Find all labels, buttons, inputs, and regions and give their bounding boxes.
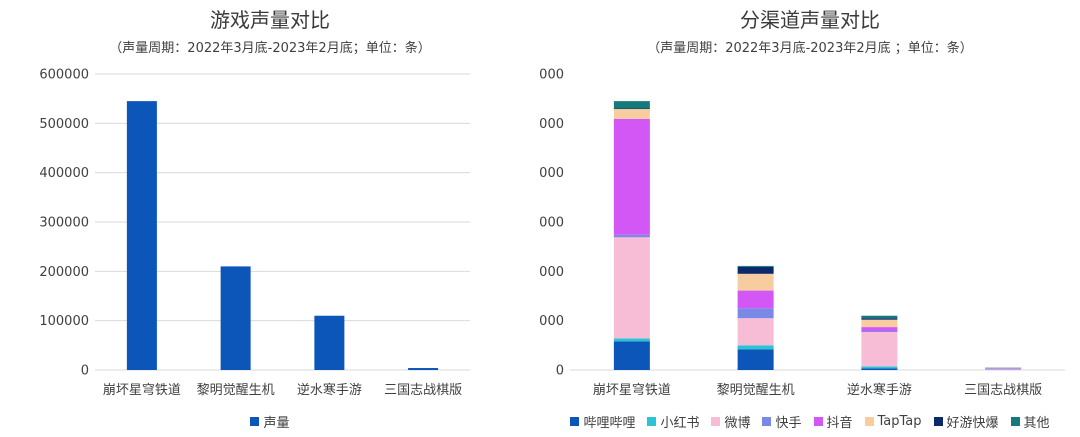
- legend-label: 其他: [1023, 416, 1050, 431]
- legend-label: 好游快爆: [946, 416, 999, 431]
- x-tick-label: 黎明觉醒生机: [197, 383, 275, 398]
- x-tick-label: 崩坏星穹铁道: [103, 382, 181, 398]
- y-tick-label: 400000: [540, 166, 564, 181]
- bar-douyin: [861, 327, 898, 332]
- legend-item-weibo: 微博: [711, 412, 750, 431]
- y-tick-label: 500000: [540, 117, 564, 132]
- legend-swatch: [647, 417, 657, 426]
- legend-swatch: [711, 417, 721, 426]
- bar-xiaohongshu: [861, 366, 898, 369]
- legend-swatch: [933, 417, 943, 426]
- bar-volume: [126, 101, 157, 370]
- legend: 哔哩哔哩 小红书 微博 快手 抖音 TapTap 好游快爆 其他: [540, 412, 1080, 431]
- bar-kuaishou: [737, 308, 774, 319]
- bar-taptap: [861, 319, 898, 328]
- legend-item-douyin: 抖音: [813, 412, 853, 431]
- game-volume-chart: 0 100000 200000 300000 400000 500000 600000 崩坏星…: [39, 68, 470, 398]
- legend-label: 声量: [263, 416, 290, 431]
- y-tick-label: 200000: [39, 265, 89, 280]
- bar-weibo: [613, 237, 650, 339]
- legend-label: 快手: [775, 416, 802, 431]
- bar-kuaishou: [861, 331, 898, 333]
- bar-volume: [408, 368, 439, 370]
- y-tick-label: 200000: [540, 265, 564, 280]
- legend: 声量: [0, 412, 540, 431]
- bar-weibo: [737, 318, 774, 346]
- y-tick-label: 500000: [39, 117, 89, 132]
- legend-item-kuaishou: 快手: [762, 412, 802, 431]
- bar-other: [737, 265, 774, 267]
- legend-item-haoyou: 好游快爆: [933, 412, 999, 431]
- x-tick-label: 三国志战棋版: [964, 383, 1042, 398]
- y-tick-label: 100000: [540, 314, 564, 329]
- x-tick-label: 逆水寒手游: [847, 382, 912, 398]
- chart-title: 游戏声量对比: [210, 8, 330, 32]
- bar-douyin: [613, 118, 650, 235]
- legend-label: 抖音: [826, 416, 853, 431]
- y-tick-label: 0: [81, 364, 89, 379]
- channel-volume-chart-panel: 分渠道声量对比 （声量周期：2022年3月底-2023年2月底 ；单位：条） 0…: [540, 0, 1080, 437]
- bar-xiaohongshu: [613, 338, 650, 342]
- legend-swatch: [1010, 417, 1020, 426]
- legend-label: 哔哩哔哩: [583, 416, 636, 431]
- bar-douyin: [737, 290, 774, 309]
- bar-hatena: [613, 341, 650, 370]
- chart-title: 分渠道声量对比: [740, 8, 880, 32]
- legend-swatch: [762, 417, 772, 426]
- legend-swatch: [864, 417, 874, 426]
- y-tick-label: 600000: [540, 68, 564, 83]
- bar-kuaishou: [613, 234, 650, 238]
- y-tick-label: 300000: [39, 216, 89, 231]
- bar-haoyou: [737, 266, 774, 274]
- y-tick-label: 600000: [39, 68, 89, 83]
- bar-other: [861, 315, 898, 319]
- legend-label: 小红书: [660, 416, 700, 431]
- legend-item-taptap: TapTap: [864, 412, 922, 431]
- y-tick-label: 300000: [540, 216, 564, 231]
- game-volume-chart-panel: 游戏声量对比 （声量周期：2022年3月底-2023年2月底；单位：条） 0 10…: [0, 8, 540, 431]
- bar-taptap: [613, 109, 650, 119]
- legend-item-other: 其他: [1010, 412, 1050, 431]
- x-tick-label: 三国志战棋版: [384, 383, 462, 398]
- legend-swatch: [250, 417, 260, 426]
- legend-label: 微博: [724, 416, 751, 431]
- legend-item-hatena: 哔哩哔哩: [570, 412, 635, 431]
- y-tick-label: 100000: [39, 314, 89, 329]
- x-tick-label: 崩坏星穹铁道: [593, 382, 671, 398]
- y-tick-label: 0: [556, 364, 564, 379]
- bar-other: [613, 101, 650, 109]
- bar-volume: [314, 315, 345, 370]
- legend-item-volume: 声量: [250, 412, 290, 431]
- bar-volume: [220, 266, 251, 370]
- bar-hatena: [861, 368, 898, 370]
- chart-subtitle: （声量周期：2022年3月底-2023年2月底 ；单位：条）: [647, 41, 973, 56]
- bar-taptap: [737, 273, 774, 291]
- bar-weibo: [985, 368, 1022, 370]
- legend-swatch: [813, 417, 823, 426]
- bar-weibo: [861, 332, 898, 367]
- bar-xiaohongshu: [737, 345, 774, 350]
- chart-subtitle: （声量周期：2022年3月底-2023年2月底；单位：条）: [109, 41, 431, 56]
- x-tick-label: 逆水寒手游: [297, 382, 362, 398]
- legend-item-xiaohongshu: 小红书: [647, 412, 699, 431]
- y-tick-label: 400000: [39, 166, 89, 181]
- channel-volume-chart: 0 100000 200000 300000 400000 500000 600000 崩坏星…: [540, 68, 1065, 398]
- bar-haoyou: [861, 318, 898, 320]
- bar-hatena: [737, 349, 774, 370]
- legend-label: TapTap: [877, 414, 922, 429]
- legend-swatch: [570, 417, 580, 426]
- x-tick-label: 黎明觉醒生机: [717, 383, 795, 398]
